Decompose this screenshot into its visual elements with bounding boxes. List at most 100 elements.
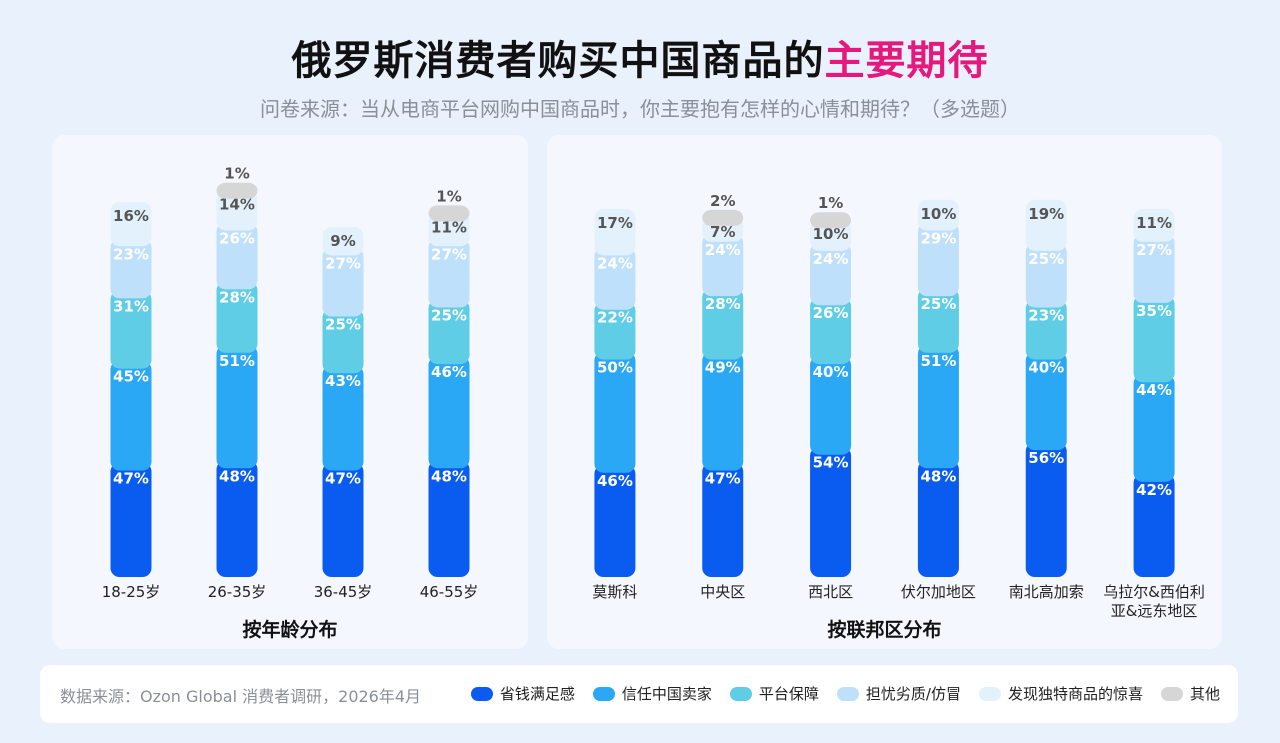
bar-segment	[702, 351, 744, 471]
bar-segment	[1133, 374, 1175, 482]
bar-segment	[702, 209, 744, 226]
bar-segment	[322, 462, 364, 577]
bar-value-label: 10%	[813, 225, 849, 243]
bar-value-label: 27%	[1136, 241, 1172, 259]
bar-value-label: 45%	[113, 368, 149, 386]
legend-swatch	[729, 686, 752, 701]
bar-value-label: 35%	[1136, 302, 1172, 320]
category-label: 18-25岁	[102, 583, 161, 601]
bar-value-label: 29%	[920, 229, 956, 247]
category-label: 中央区	[700, 583, 745, 601]
legend-item: 发现独特商品的惊喜	[978, 683, 1143, 704]
legend-item: 担忧劣质/仿冒	[836, 683, 961, 704]
category-label: 36-45岁	[314, 583, 373, 601]
bar-value-label: 25%	[1028, 250, 1064, 268]
bar-value-label: 46%	[431, 363, 467, 381]
bar-value-label: 51%	[219, 352, 255, 370]
bar-value-label: 51%	[920, 352, 956, 370]
bar-segment	[917, 222, 959, 297]
bar-segment	[810, 242, 852, 306]
region-chart-panel: 46% 50% 22% 24% 17% 莫斯科 47% 49% 28% 24% 7% 2% 中央区 54%…	[547, 135, 1222, 649]
bar-segment	[702, 233, 744, 297]
bar-value-label: 26%	[813, 304, 849, 322]
bar-segment	[1025, 442, 1067, 577]
bar-value-label: 11%	[1136, 214, 1172, 232]
bar-segment	[594, 464, 636, 577]
bar-value-label: 47%	[325, 470, 361, 488]
region-chart-title: 按联邦区分布	[827, 619, 942, 641]
legend-label: 省钱满足感	[499, 685, 575, 703]
bar-value-label: 43%	[325, 372, 361, 390]
bar-value-label: 56%	[1028, 449, 1064, 467]
bar-segment	[1025, 351, 1067, 451]
bar-segment	[702, 462, 744, 577]
bar-segment	[594, 351, 636, 473]
bar-value-label: 19%	[1028, 205, 1064, 223]
bar-segment	[1133, 208, 1175, 242]
bar-segment	[810, 356, 852, 455]
bar-segment	[917, 344, 959, 469]
bar-value-label: 46%	[597, 472, 633, 490]
bar-value-label: 48%	[219, 467, 255, 485]
bar-value-label: 1%	[224, 165, 249, 183]
bar-value-label: 40%	[1028, 359, 1064, 377]
bar-value-label: 24%	[705, 241, 741, 259]
bar-segment	[216, 344, 258, 469]
region-stacked-bar-chart: 46%50%22%24%17%莫斯科47%49%28%24%7%2%中央区54%…	[592, 192, 1205, 620]
data-source: 数据来源：Ozon Global 消费者调研，2026年4月	[60, 687, 422, 706]
legend-item: 其他	[1160, 683, 1220, 704]
bar-segment	[110, 290, 152, 369]
bar-value-label: 42%	[1136, 481, 1172, 499]
bar-value-label: 16%	[113, 207, 149, 225]
bar-value-label: 25%	[431, 306, 467, 324]
chart-legend: 省钱满足感 信任中国卖家 平台保障 担忧劣质/仿冒 发现独特商品的惊喜 其他	[470, 683, 1220, 704]
bar-segment	[322, 365, 364, 471]
bar-segment	[322, 308, 364, 374]
bar-value-label: 44%	[1136, 381, 1172, 399]
bar-value-label: 40%	[813, 363, 849, 381]
bar-segment	[1133, 233, 1175, 303]
bar-segment	[110, 202, 152, 247]
bar-segment	[216, 281, 258, 353]
bar-segment	[216, 182, 258, 199]
bar-segment	[594, 301, 636, 360]
category-label: 46-55岁	[420, 583, 479, 601]
bar-value-label: 49%	[705, 359, 741, 377]
bar-segment	[428, 213, 470, 247]
legend-swatch	[1160, 686, 1183, 701]
bar-value-label: 27%	[431, 245, 467, 263]
bar-segment	[110, 238, 152, 299]
legend-label: 平台保障	[758, 685, 819, 703]
bar-segment	[1133, 294, 1175, 383]
bar-value-label: 28%	[705, 295, 741, 313]
category-label: 西北区	[808, 583, 853, 601]
bar-segment	[810, 446, 852, 577]
category-label: 26-35岁	[208, 583, 267, 601]
category-label: 莫斯科	[592, 583, 637, 601]
bar-segment	[594, 247, 636, 310]
category-label: 伏尔加地区	[901, 583, 976, 601]
bar-value-label: 22%	[597, 309, 633, 327]
bar-segment	[110, 360, 152, 471]
bar-value-label: 9%	[330, 232, 355, 250]
bar-value-label: 23%	[113, 245, 149, 263]
bar-segment	[110, 462, 152, 577]
bar-value-label: 10%	[920, 205, 956, 223]
bar-value-label: 54%	[813, 454, 849, 472]
bar-value-label: 50%	[597, 359, 633, 377]
page-title: 俄罗斯消费者购买中国商品的主要期待	[0, 28, 1280, 86]
bar-segment	[810, 297, 852, 365]
bar-value-label: 24%	[813, 250, 849, 268]
bar-segment	[1133, 473, 1175, 577]
bar-segment	[917, 460, 959, 577]
bar-value-label: 25%	[325, 316, 361, 334]
bar-value-label: 48%	[431, 467, 467, 485]
title-highlight: 主要期待	[824, 38, 989, 84]
bar-segment	[1025, 299, 1067, 360]
bar-value-label: 27%	[325, 254, 361, 272]
bar-segment	[216, 222, 258, 290]
bar-value-label: 7%	[710, 223, 735, 241]
legend-swatch	[836, 686, 859, 701]
category-label: 南北高加索	[1009, 583, 1084, 601]
bar-segment	[917, 288, 959, 353]
